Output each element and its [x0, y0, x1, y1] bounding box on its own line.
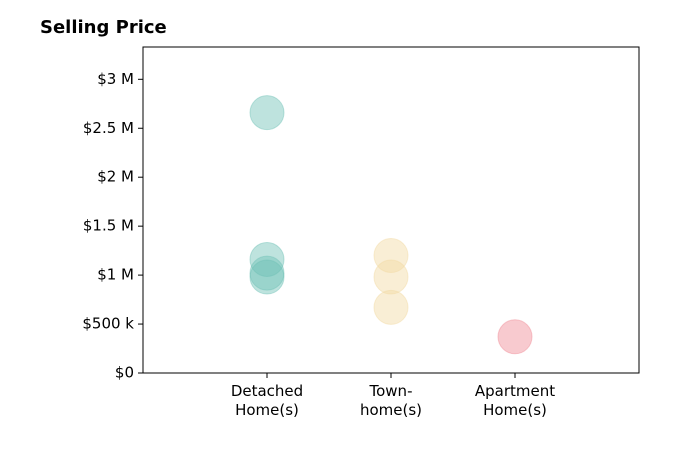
- y-tick-label: $2.5 M: [83, 119, 134, 137]
- point: [373, 238, 409, 274]
- y-tick-label: $2 M: [97, 168, 134, 186]
- point: [249, 241, 285, 277]
- x-tick-label: Apartment Home(s): [474, 382, 556, 419]
- y-tick-label: $3 M: [97, 70, 134, 88]
- point: [497, 319, 533, 355]
- point: [249, 259, 285, 295]
- y-tick-label: $1 M: [97, 266, 134, 284]
- x-tick-label: Detached Home(s): [230, 382, 304, 419]
- y-tick-label: $1.5 M: [83, 217, 134, 235]
- point: [373, 259, 409, 295]
- y-tick-label: $500 k: [82, 315, 134, 333]
- point: [249, 255, 285, 291]
- point: [249, 95, 285, 131]
- x-tick-label: Town- home(s): [359, 382, 423, 419]
- point: [373, 289, 409, 325]
- chart-title: Selling Price: [40, 17, 167, 38]
- y-tick-label: $0: [115, 364, 134, 382]
